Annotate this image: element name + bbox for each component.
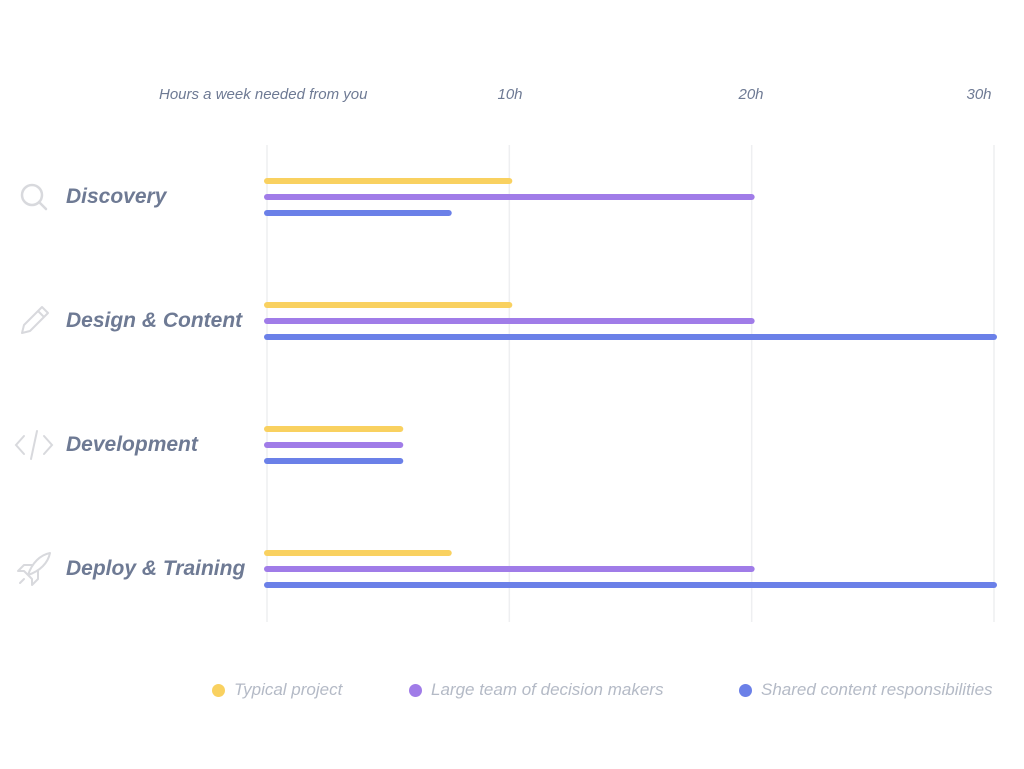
x-tick-label: 30h <box>966 86 992 103</box>
legend-label: Shared content responsibilities <box>761 680 993 699</box>
legend-swatch <box>739 683 752 697</box>
legend-swatch <box>212 683 225 697</box>
rocket-icon <box>17 552 51 586</box>
legend-item: Typical project <box>212 680 342 700</box>
x-tick-label: 20h <box>738 86 764 103</box>
x-axis-title: Hours a week needed from you <box>159 86 368 103</box>
legend-item: Shared content responsibilities <box>739 680 993 700</box>
legend-label: Typical project <box>234 680 343 699</box>
category-label-discovery: Discovery <box>66 185 167 208</box>
legend-item: Large team of decision makers <box>409 680 663 700</box>
legend-swatch <box>409 683 422 697</box>
code-icon <box>14 430 54 460</box>
x-tick-label: 10h <box>497 86 523 103</box>
category-label-development: Development <box>66 433 198 456</box>
category-label-deploy-training: Deploy & Training <box>66 557 246 580</box>
search-icon <box>20 183 48 211</box>
pencil-icon <box>21 306 49 334</box>
category-label-design-content: Design & Content <box>66 309 243 332</box>
legend-label: Large team of decision makers <box>431 680 664 699</box>
